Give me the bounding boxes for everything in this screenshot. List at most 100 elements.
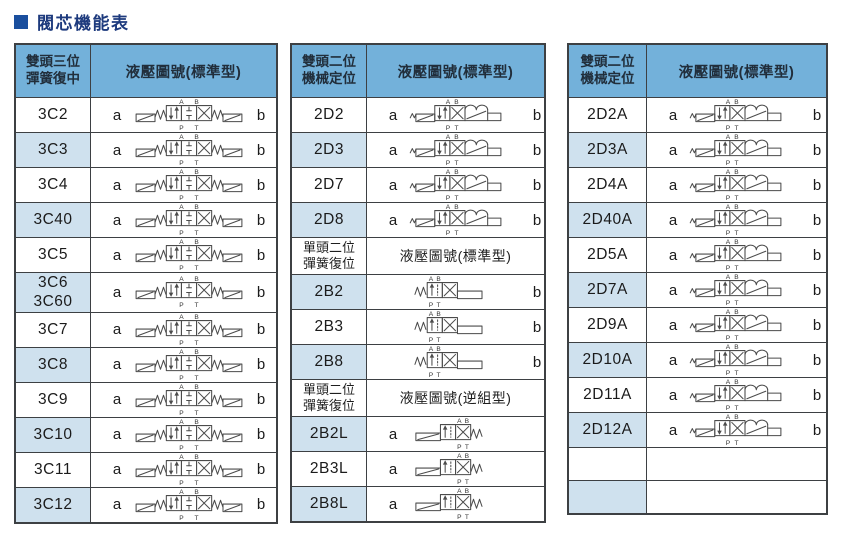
header-row: 雙頭二位 機械定位 液壓圖號(標準型) [292, 45, 544, 97]
svg-text:T: T [195, 375, 199, 382]
table-row [569, 447, 826, 480]
svg-text:T: T [734, 160, 738, 167]
svg-text:T: T [734, 125, 738, 132]
port-a-label: a [388, 106, 398, 124]
header-label-cell: 單頭二位 彈簧復位 [292, 238, 367, 274]
port-a-label: a [112, 321, 122, 339]
svg-text:A: A [446, 134, 451, 141]
valve-symbol-icon: A B P T [689, 99, 782, 132]
port-a-label: a [112, 176, 122, 194]
svg-text:T: T [734, 370, 738, 377]
port-b-label: b [256, 176, 266, 194]
valve-symbol-icon: A BP T [135, 277, 243, 309]
valve-symbol-icon: A BP T [689, 344, 782, 377]
svg-text:B: B [734, 134, 739, 141]
port-a-label: a [388, 495, 398, 513]
code-cell [569, 481, 647, 513]
svg-text:B: B [194, 169, 199, 176]
port-b-label: b [812, 246, 822, 264]
valve-symbol-icon: A BP T [689, 274, 782, 307]
valve-symbol-icon: A BP T [415, 418, 483, 451]
table-row [569, 480, 826, 513]
svg-text:A: A [179, 204, 184, 211]
valve-symbol-icon: A BP T [409, 134, 502, 167]
svg-text:A: A [429, 346, 434, 353]
valve-symbol-icon: A BP T [135, 314, 243, 347]
valve-symbol-icon: A BP T [135, 99, 243, 132]
table-row: 2B3L a A B P T [292, 451, 544, 486]
svg-text:T: T [437, 372, 441, 379]
code-cell: 2D3 [292, 133, 367, 167]
svg-text:P: P [726, 335, 731, 342]
svg-text:T: T [195, 410, 199, 417]
port-b-label: b [256, 283, 266, 301]
port-b-label: b [256, 356, 266, 374]
svg-text:B: B [454, 169, 459, 176]
svg-text:P: P [726, 125, 731, 132]
svg-text:A: A [726, 99, 731, 106]
valve-symbol-icon: A BP T [135, 489, 243, 522]
svg-text:T: T [734, 440, 738, 447]
svg-text:B: B [734, 414, 739, 421]
svg-text:B: B [734, 204, 739, 211]
svg-text:B: B [454, 99, 459, 106]
svg-text:B: B [436, 311, 441, 318]
svg-text:T: T [195, 480, 199, 487]
port-a-label: a [668, 421, 678, 439]
port-a-label: a [668, 211, 678, 229]
code-cell [569, 448, 647, 480]
svg-text:B: B [194, 454, 199, 461]
svg-text:T: T [195, 125, 199, 132]
svg-text:B: B [194, 134, 199, 141]
port-b-label: b [256, 426, 266, 444]
port-b-label: b [812, 106, 822, 124]
valve-symbol-icon: A BP T [689, 309, 782, 342]
svg-text:T: T [195, 230, 199, 237]
svg-text:B: B [734, 274, 739, 281]
table-row: 2B2L a A B P T [292, 416, 544, 451]
svg-text:B: B [734, 99, 739, 106]
port-a-label: a [668, 316, 678, 334]
svg-text:P: P [726, 405, 731, 412]
header-diagram-cell: 液壓圖號(標準型) [678, 64, 795, 81]
svg-text:B: B [454, 204, 459, 211]
valve-symbol-icon: A BP T [414, 346, 483, 379]
port-a-label: a [112, 356, 122, 374]
code-cell: 2D10A [569, 343, 647, 377]
valve-symbol-icon: A BP T [135, 419, 243, 452]
port-a-label: a [668, 106, 678, 124]
header-diagram-cell: 液壓圖號(標準型) [399, 248, 512, 264]
